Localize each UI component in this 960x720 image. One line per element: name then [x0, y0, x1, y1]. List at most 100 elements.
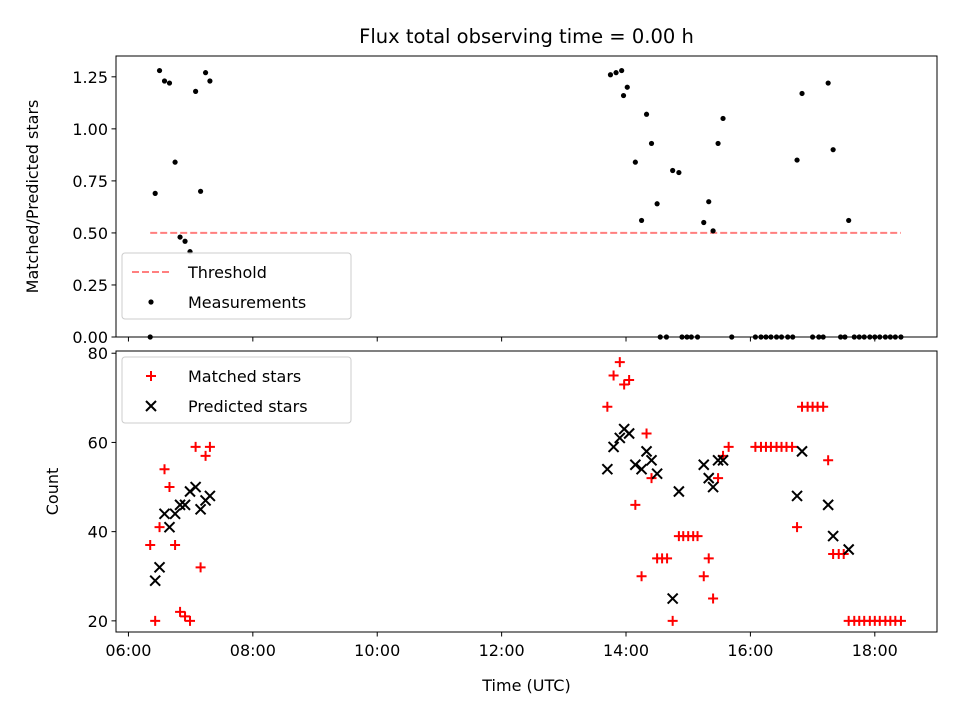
y-tick-label: 0.50	[72, 224, 108, 243]
y-tick-label: 20	[88, 612, 108, 631]
y-tick-label: 80	[88, 344, 108, 363]
data-point	[194, 503, 207, 516]
data-point	[204, 490, 216, 502]
data-point	[169, 508, 181, 520]
data-point	[632, 159, 638, 165]
series-matched-stars	[145, 357, 906, 626]
data-point	[822, 499, 834, 511]
data-point	[791, 490, 803, 502]
x-tick-label: 10:00	[354, 641, 400, 660]
legend-label: Matched stars	[188, 367, 301, 386]
data-point	[670, 167, 676, 174]
data-point	[706, 199, 712, 205]
y-axis-label: Count	[43, 468, 62, 516]
series-measurements	[147, 67, 904, 340]
data-point	[202, 70, 209, 76]
data-point	[640, 445, 653, 458]
data-point	[717, 454, 729, 466]
data-point	[794, 157, 800, 163]
data-point	[630, 499, 641, 510]
data-point	[172, 159, 178, 165]
data-point	[161, 78, 168, 84]
y-tick-label: 1.25	[72, 68, 108, 87]
data-point	[177, 234, 183, 240]
chart-title: Flux total observing time = 0.00 h	[359, 25, 694, 48]
data-point	[179, 499, 191, 511]
data-point	[827, 530, 839, 542]
data-point	[818, 401, 829, 412]
data-point	[174, 499, 186, 511]
data-point	[823, 455, 834, 466]
legend-swatch-plus	[146, 371, 156, 381]
data-point	[602, 401, 613, 412]
legend-label: Predicted stars	[188, 397, 308, 416]
data-point	[787, 441, 798, 452]
data-point	[195, 562, 206, 573]
data-point	[175, 606, 186, 617]
data-point	[842, 543, 855, 556]
data-point	[792, 522, 803, 533]
data-point	[154, 522, 165, 533]
data-point	[701, 219, 707, 226]
data-point	[189, 481, 202, 493]
axes-frame	[115, 350, 938, 633]
data-point	[648, 140, 655, 147]
data-point	[182, 238, 188, 244]
data-point	[666, 592, 679, 605]
data-point	[712, 454, 724, 466]
data-point	[619, 67, 625, 74]
data-point	[698, 459, 710, 471]
data-point	[673, 485, 685, 498]
y-tick-label: 60	[88, 433, 108, 452]
data-point	[193, 88, 199, 94]
data-point	[895, 615, 906, 626]
data-point	[190, 441, 201, 452]
count-panel: 20 40 60 80 06:00 08:00 10:00 12:00 14:00 16:00 18…	[43, 344, 938, 695]
legend-swatch-dot	[148, 299, 154, 305]
data-point	[200, 450, 211, 461]
data-point	[635, 463, 648, 475]
data-point	[613, 70, 619, 76]
data-point	[662, 553, 673, 564]
data-point	[796, 445, 808, 458]
data-point	[620, 92, 627, 99]
data-point	[180, 611, 191, 622]
data-point	[825, 80, 831, 86]
data-point	[614, 357, 625, 368]
series-predicted-stars	[149, 423, 855, 605]
legend-label: Threshold	[187, 263, 267, 282]
data-point	[830, 147, 836, 153]
data-point	[156, 67, 163, 74]
legend-swatch-x	[145, 400, 157, 412]
data-point	[204, 441, 215, 452]
data-point	[608, 370, 619, 381]
data-point	[638, 217, 645, 224]
data-point	[846, 217, 852, 224]
data-point	[163, 521, 176, 533]
x-tick-label: 08:00	[230, 641, 276, 660]
y-axis-label: Matched/Predicted stars	[23, 100, 42, 294]
x-tick-label: 06:00	[105, 641, 151, 660]
data-point	[703, 472, 715, 484]
data-point	[624, 84, 630, 90]
axes-frame	[115, 55, 938, 338]
data-point	[629, 459, 642, 471]
data-point	[145, 540, 156, 551]
data-point	[723, 441, 734, 452]
y-tick-label: 1.00	[72, 120, 108, 139]
data-point	[149, 574, 161, 587]
data-point	[607, 72, 614, 78]
data-point	[197, 188, 204, 194]
data-point	[153, 561, 166, 574]
legend: Matched stars Predicted stars	[121, 356, 352, 424]
data-point	[624, 374, 635, 385]
data-point	[799, 90, 805, 97]
legend-box	[121, 252, 352, 320]
x-tick-label: 14:00	[603, 641, 649, 660]
data-point	[636, 571, 647, 582]
legend-label: Measurements	[188, 293, 306, 312]
data-point	[707, 481, 719, 493]
data-point	[708, 593, 719, 604]
data-point	[720, 115, 726, 122]
